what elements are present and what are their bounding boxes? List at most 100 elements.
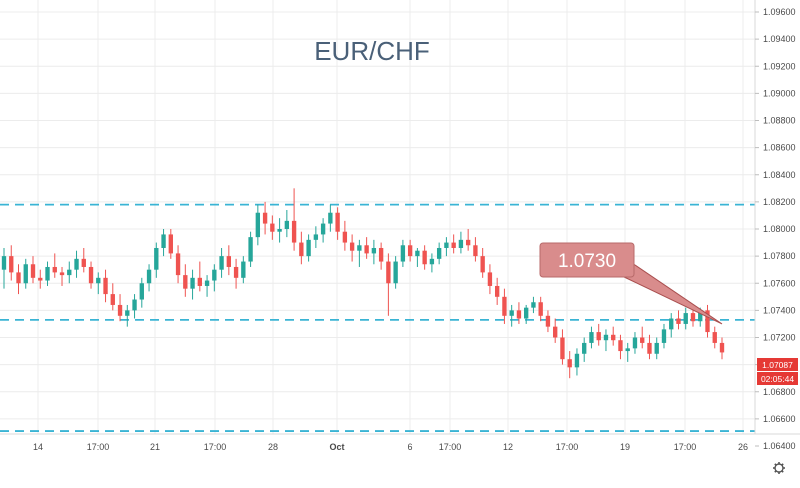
candle-body — [117, 304, 123, 316]
candle-body — [16, 272, 21, 284]
callout-label: 1.0730 — [558, 251, 616, 272]
candle-body — [400, 245, 406, 262]
y-tick-label: 1.07200 — [763, 333, 796, 343]
candle-body — [38, 277, 43, 281]
y-tick-label: 1.08200 — [763, 197, 796, 207]
candle-body — [690, 313, 696, 322]
candle-body — [676, 318, 681, 324]
candle-body — [683, 313, 688, 324]
candle-body — [23, 264, 28, 284]
chart-title: EUR/CHF — [314, 36, 430, 66]
candle-body — [553, 326, 558, 338]
x-tick-label: 17:00 — [556, 442, 579, 452]
candle-body — [67, 269, 72, 276]
y-tick-label: 1.09600 — [763, 7, 796, 17]
candle-body — [632, 337, 638, 349]
x-tick-label: 19 — [620, 442, 630, 452]
candle-body — [219, 256, 224, 270]
support-resistance-levels — [0, 203, 755, 432]
candle-body — [197, 277, 202, 286]
x-tick-label: 14 — [33, 442, 43, 452]
candle-body — [712, 332, 717, 343]
countdown-badge: 02:05:44 — [757, 372, 798, 385]
candle-body — [560, 337, 565, 360]
x-tick-label: 21 — [150, 442, 160, 452]
candle-body — [212, 269, 217, 281]
settings-gear-icon[interactable] — [773, 462, 785, 474]
candle-body — [494, 285, 500, 297]
last-price-badge-bg — [757, 358, 798, 371]
candle-body — [364, 245, 369, 254]
x-tick-label: 12 — [503, 442, 513, 452]
candle-body — [465, 239, 471, 246]
candle-body — [154, 247, 159, 270]
x-tick-label: 6 — [407, 442, 412, 452]
candle-body — [175, 253, 181, 276]
candle-body — [545, 315, 551, 327]
candle-body — [299, 242, 304, 257]
candle-body — [393, 261, 398, 284]
candle-body — [516, 310, 522, 319]
candle-body — [335, 212, 340, 232]
candle-body — [132, 299, 137, 311]
candle-body — [349, 242, 355, 251]
candle-body — [502, 296, 507, 316]
candle-body — [45, 266, 50, 281]
candle-body — [277, 229, 282, 232]
x-tick-label: 17:00 — [674, 442, 697, 452]
last-price-value: 1.07087 — [762, 360, 793, 370]
candle-body — [698, 310, 703, 322]
candle-body — [248, 237, 253, 262]
candle-body — [328, 212, 333, 224]
candle-body — [422, 250, 427, 265]
candle-body — [233, 266, 239, 278]
candle-body — [103, 277, 108, 295]
candle-body — [190, 277, 195, 289]
y-tick-label: 1.06600 — [763, 414, 796, 424]
y-tick-label: 1.07600 — [763, 278, 796, 288]
candle-body — [1, 256, 7, 270]
candle-body — [139, 283, 144, 300]
gear-teeth — [773, 462, 785, 474]
candle-body — [183, 275, 188, 289]
candle-body — [458, 239, 464, 248]
candle-body — [661, 329, 667, 343]
y-tick-label: 1.06400 — [763, 441, 796, 451]
candle-body — [654, 342, 659, 354]
candle-body — [669, 318, 674, 330]
candle-body — [74, 258, 79, 270]
candle-body — [582, 342, 587, 354]
candle-body — [262, 212, 268, 224]
candle-body — [9, 256, 14, 273]
candle-body — [88, 266, 94, 284]
candle-body — [81, 258, 86, 267]
y-tick-label: 1.09000 — [763, 88, 796, 98]
candle-body — [531, 302, 536, 308]
y-tick-label: 1.08400 — [763, 170, 796, 180]
candle-body — [451, 242, 456, 248]
candle-body — [96, 277, 101, 284]
y-tick-label: 1.09400 — [763, 34, 796, 44]
candles — [1, 188, 725, 379]
candle-body — [611, 334, 616, 341]
candle-body — [320, 223, 326, 235]
candle-body — [596, 332, 601, 341]
candle-body — [603, 334, 609, 341]
candle-body — [255, 212, 261, 238]
y-tick-label: 1.08600 — [763, 143, 796, 153]
candle-body — [719, 342, 725, 353]
y-tick-label: 1.08000 — [763, 224, 796, 234]
candle-body — [444, 242, 449, 248]
candle-body — [705, 310, 710, 333]
candle-body — [30, 264, 36, 278]
candle-body — [161, 234, 166, 248]
candle-body — [407, 245, 413, 257]
price-callout: 1.0730 — [539, 242, 723, 325]
candle-body — [538, 302, 543, 316]
x-tick-label: 26 — [738, 442, 748, 452]
candle-body — [589, 332, 594, 343]
y-tick-label: 1.06800 — [763, 387, 796, 397]
candle-body — [110, 294, 115, 305]
